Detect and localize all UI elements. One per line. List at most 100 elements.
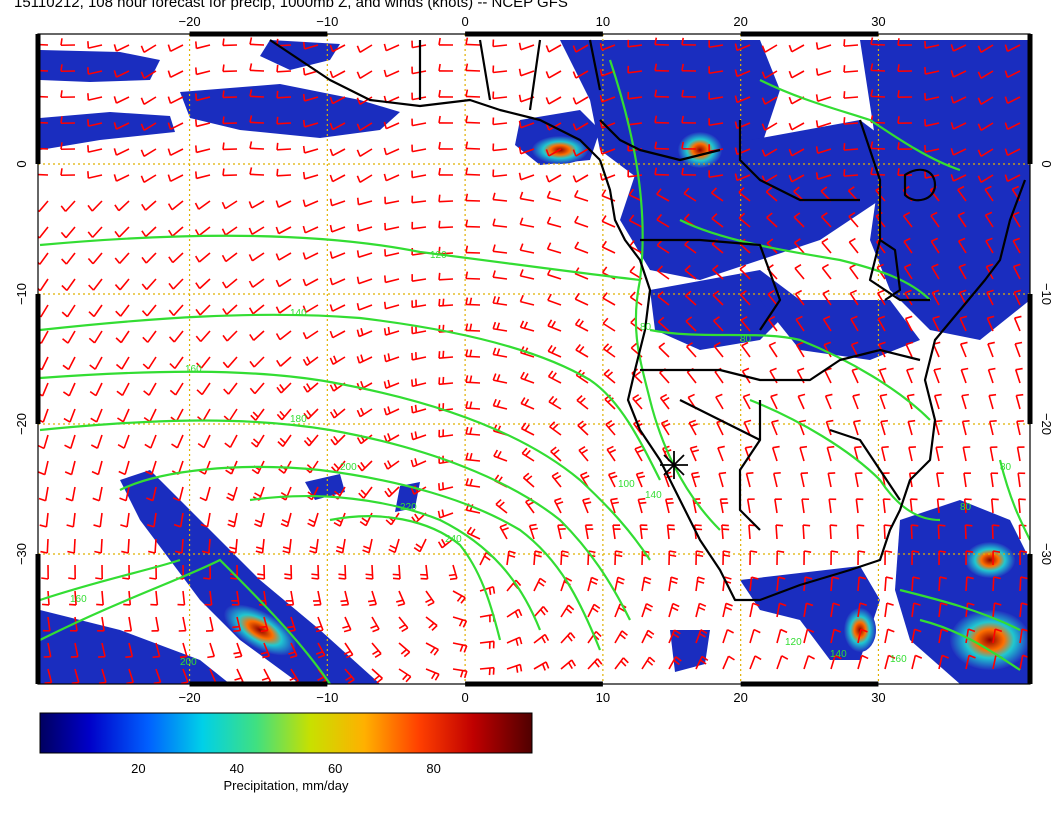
wind-barb-flag xyxy=(821,238,829,244)
wind-barb-flag xyxy=(1020,576,1028,580)
wind-barb-flag xyxy=(222,38,225,46)
wind-barb-flag xyxy=(222,116,225,124)
wind-barb-staff xyxy=(252,278,265,288)
wind-barb-flag xyxy=(329,122,334,130)
wind-barb-staff xyxy=(198,252,211,263)
wind-barb-flag xyxy=(529,523,537,527)
wind-barb-flag xyxy=(860,628,868,633)
wind-barb-flag xyxy=(276,64,279,72)
wind-barb-flag xyxy=(602,317,609,325)
wind-barb-flag xyxy=(302,358,308,366)
wind-barb-flag xyxy=(94,550,102,554)
wind-barb-flag xyxy=(881,446,889,449)
wind-barb-flag xyxy=(827,445,835,449)
wind-barb-staff xyxy=(718,473,724,488)
wind-barb-flag xyxy=(441,509,445,517)
wind-barb-flag xyxy=(530,527,538,531)
wind-barb-staff xyxy=(628,44,643,48)
wind-barb-staff xyxy=(666,524,670,540)
wind-barb-staff xyxy=(933,369,940,384)
wind-barb-flag xyxy=(950,96,955,104)
wind-barb-staff xyxy=(821,241,832,254)
wind-barb-staff xyxy=(987,369,994,384)
wind-barb-flag xyxy=(806,602,814,607)
wind-barb-flag xyxy=(356,303,360,311)
wind-barb-flag xyxy=(518,609,523,617)
wind-barb-flag xyxy=(370,624,378,629)
wind-barb-staff xyxy=(575,374,589,384)
wind-barb-staff xyxy=(1007,96,1021,105)
wind-barb-flag xyxy=(141,203,147,211)
wind-barb-staff xyxy=(980,44,994,54)
wind-barb-flag xyxy=(34,167,35,174)
wind-barb-staff xyxy=(528,525,535,540)
wind-barb-flag xyxy=(363,545,371,550)
wind-barb-staff xyxy=(419,538,427,552)
wind-barb-staff xyxy=(155,590,159,606)
wind-barb-flag xyxy=(903,211,911,217)
wind-barb-flag xyxy=(897,116,900,124)
wind-barb-flag xyxy=(897,64,900,72)
wind-barb-staff xyxy=(331,226,346,233)
wind-barb-flag xyxy=(740,315,748,321)
wind-barb-flag xyxy=(843,39,846,47)
wind-barb-flag xyxy=(254,519,263,524)
wind-barb-flag xyxy=(388,548,396,554)
wind-barb-flag xyxy=(69,603,77,606)
wind-barb-flag xyxy=(465,89,469,97)
wind-barb-staff xyxy=(830,655,836,670)
wind-barb-flag xyxy=(724,576,732,580)
wind-barb-staff xyxy=(70,460,76,475)
wind-barb-flag xyxy=(599,69,603,77)
wind-barb-staff xyxy=(334,434,346,446)
lat-tick-label-left: −20 xyxy=(14,413,29,435)
wind-barb-staff xyxy=(196,174,211,180)
wind-barb-staff xyxy=(146,278,157,290)
wind-barb-staff xyxy=(385,44,400,52)
lat-tick-label-right: −10 xyxy=(1039,283,1054,305)
wind-barb-staff xyxy=(465,303,481,306)
wind-barb-staff xyxy=(639,525,643,540)
wind-barb-staff xyxy=(925,70,940,75)
wind-barb-staff xyxy=(550,450,562,462)
wind-barb-staff xyxy=(736,174,751,182)
contour-se-1 xyxy=(899,588,1021,631)
lon-tick-label-top: 0 xyxy=(461,14,468,29)
wind-barb-staff xyxy=(371,616,380,630)
wind-barb-staff xyxy=(601,195,616,202)
wind-barb-staff xyxy=(803,655,810,670)
wind-barb-flag xyxy=(734,69,738,77)
wind-barb-flag xyxy=(795,315,803,321)
wind-barb-flag xyxy=(725,602,733,607)
wind-barb-staff xyxy=(147,330,157,343)
wind-barb-flag xyxy=(658,342,666,348)
wind-barb-flag xyxy=(699,632,706,638)
wind-barb-flag xyxy=(149,577,157,580)
wind-barb-flag xyxy=(44,681,52,684)
wind-barb-flag xyxy=(492,586,496,594)
wind-barb-flag xyxy=(688,419,697,424)
wind-barb-flag xyxy=(142,336,149,343)
wind-barb-flag xyxy=(654,89,658,97)
wind-barb-staff xyxy=(66,278,76,291)
wind-barb-flag xyxy=(794,238,801,244)
wind-barb-staff xyxy=(932,318,940,332)
contour-africa-2 xyxy=(749,398,941,522)
wind-barb-flag xyxy=(766,238,774,244)
wind-barb-staff xyxy=(821,267,832,280)
wind-barb-staff xyxy=(121,356,130,370)
wind-barb-flag xyxy=(644,606,652,612)
wind-barb-flag xyxy=(448,573,456,577)
wind-barb-staff xyxy=(910,524,913,540)
wind-barb-flag xyxy=(541,636,546,644)
wind-barb-flag xyxy=(256,546,264,550)
wind-barb-staff xyxy=(876,292,886,306)
wind-barb-staff xyxy=(856,524,859,540)
wind-barb-staff xyxy=(333,408,346,419)
wind-barb-flag xyxy=(628,214,635,222)
wind-barb-flag xyxy=(389,544,397,550)
wind-barb-staff xyxy=(628,122,643,126)
wind-barb-staff xyxy=(520,197,535,202)
wind-barb-flag xyxy=(546,242,552,250)
